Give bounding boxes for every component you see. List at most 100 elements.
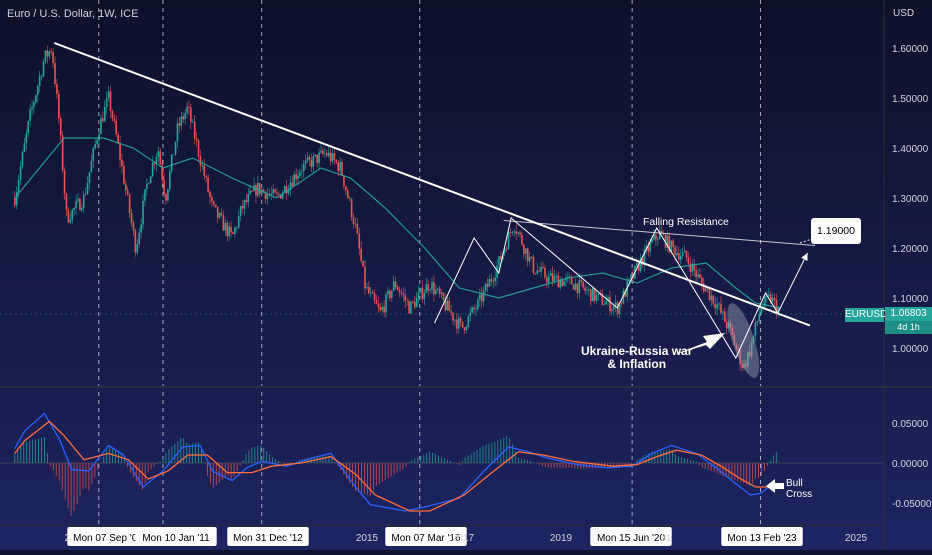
target-price-label: 1.19000 <box>817 225 855 237</box>
time-tick-label: 2025 <box>845 533 868 544</box>
candle-body <box>25 133 28 144</box>
candle-body <box>312 155 315 167</box>
time-tick-label: 2019 <box>550 533 573 544</box>
candle-body <box>50 51 52 53</box>
candle-body <box>549 273 552 276</box>
candle-body <box>586 290 588 291</box>
candle-body <box>214 204 217 207</box>
candle-body <box>727 322 730 329</box>
candle-body <box>80 207 83 211</box>
candle-body <box>310 159 313 167</box>
candle-body <box>695 270 697 277</box>
candle-body <box>655 234 657 240</box>
candle-body <box>178 123 181 126</box>
candle-body <box>40 76 43 77</box>
candle-body <box>318 152 320 163</box>
candle-body <box>98 133 100 141</box>
candle-body <box>479 294 481 300</box>
candle-body <box>278 194 280 195</box>
falling-resistance-label: Falling Resistance <box>643 216 729 228</box>
candle-body <box>105 98 108 107</box>
candle-body <box>702 283 705 292</box>
candle-body <box>404 295 407 301</box>
candle-body <box>153 162 156 165</box>
candle-body <box>234 227 236 234</box>
candle-body <box>591 287 594 302</box>
candle-body <box>366 287 368 289</box>
candle-body <box>597 293 600 295</box>
candle-body <box>766 295 768 297</box>
price-tick-label: 1.20000 <box>892 244 929 255</box>
candle-body <box>389 290 391 299</box>
candle-body <box>704 288 707 292</box>
candle-body <box>743 363 745 369</box>
candle-body <box>65 193 68 210</box>
candle-body <box>228 226 230 237</box>
candle-body <box>69 220 72 223</box>
symbol-ticker: EURUSD <box>845 308 888 322</box>
candle-body <box>723 311 726 322</box>
candle-body <box>92 147 95 161</box>
candle-body <box>710 295 713 301</box>
candle-body <box>649 242 651 252</box>
projection-arrowhead <box>801 253 808 261</box>
candle-body <box>697 274 699 277</box>
candle-body <box>509 232 512 233</box>
candle-body <box>653 234 655 240</box>
candle-body <box>676 252 678 256</box>
candle-body <box>207 177 209 192</box>
candle-body <box>413 301 416 308</box>
candle-body <box>412 301 414 303</box>
candle-body <box>29 109 31 122</box>
candle-body <box>213 201 215 205</box>
candle-body <box>664 234 667 248</box>
candle-body <box>383 307 385 313</box>
time-tick-label: Mon 07 Sep '09 <box>73 533 143 544</box>
candle-body <box>561 280 563 286</box>
candle-body <box>346 190 349 198</box>
candle-body <box>199 156 202 166</box>
candle-body <box>17 179 20 193</box>
candle-body <box>149 176 152 184</box>
candle-body <box>444 300 447 311</box>
candle-body <box>406 300 408 302</box>
candle-body <box>612 305 615 309</box>
candle-body <box>687 257 690 264</box>
symbol-badge[interactable]: EURUSD 1.06803 4d 1h <box>845 307 932 335</box>
candle-body <box>768 294 770 296</box>
candle-body <box>524 248 527 254</box>
candle-body <box>285 186 288 194</box>
candle-body <box>151 162 154 177</box>
candle-body <box>362 260 364 267</box>
candle-body <box>180 116 183 126</box>
projection-path-line[interactable] <box>434 217 808 360</box>
candle-body <box>375 299 378 304</box>
candle-body <box>169 170 171 189</box>
falling-resistance-trendline[interactable] <box>53 42 811 327</box>
candle-body <box>708 289 711 301</box>
candle-body <box>746 352 749 367</box>
candle-body <box>557 275 560 288</box>
candle-body <box>741 364 743 369</box>
candle-body <box>94 143 96 148</box>
candle-body <box>289 182 292 191</box>
candle-body <box>448 300 451 312</box>
candle-body <box>350 199 353 218</box>
candle-body <box>544 267 546 278</box>
candle-body <box>505 248 508 250</box>
candle-body <box>36 86 39 96</box>
candle-body <box>674 246 676 256</box>
candle-body <box>570 277 573 285</box>
candle-body <box>689 263 692 272</box>
candle-body <box>507 232 510 250</box>
candle-body <box>745 363 747 367</box>
candle-body <box>301 171 303 173</box>
candle-body <box>486 283 489 287</box>
candle-body <box>165 194 167 201</box>
candle-body <box>465 326 468 331</box>
candle-body <box>647 246 650 252</box>
candle-body <box>526 248 529 262</box>
candle-body <box>446 300 449 311</box>
time-tick-label: Mon 13 Feb '23 <box>727 533 797 544</box>
